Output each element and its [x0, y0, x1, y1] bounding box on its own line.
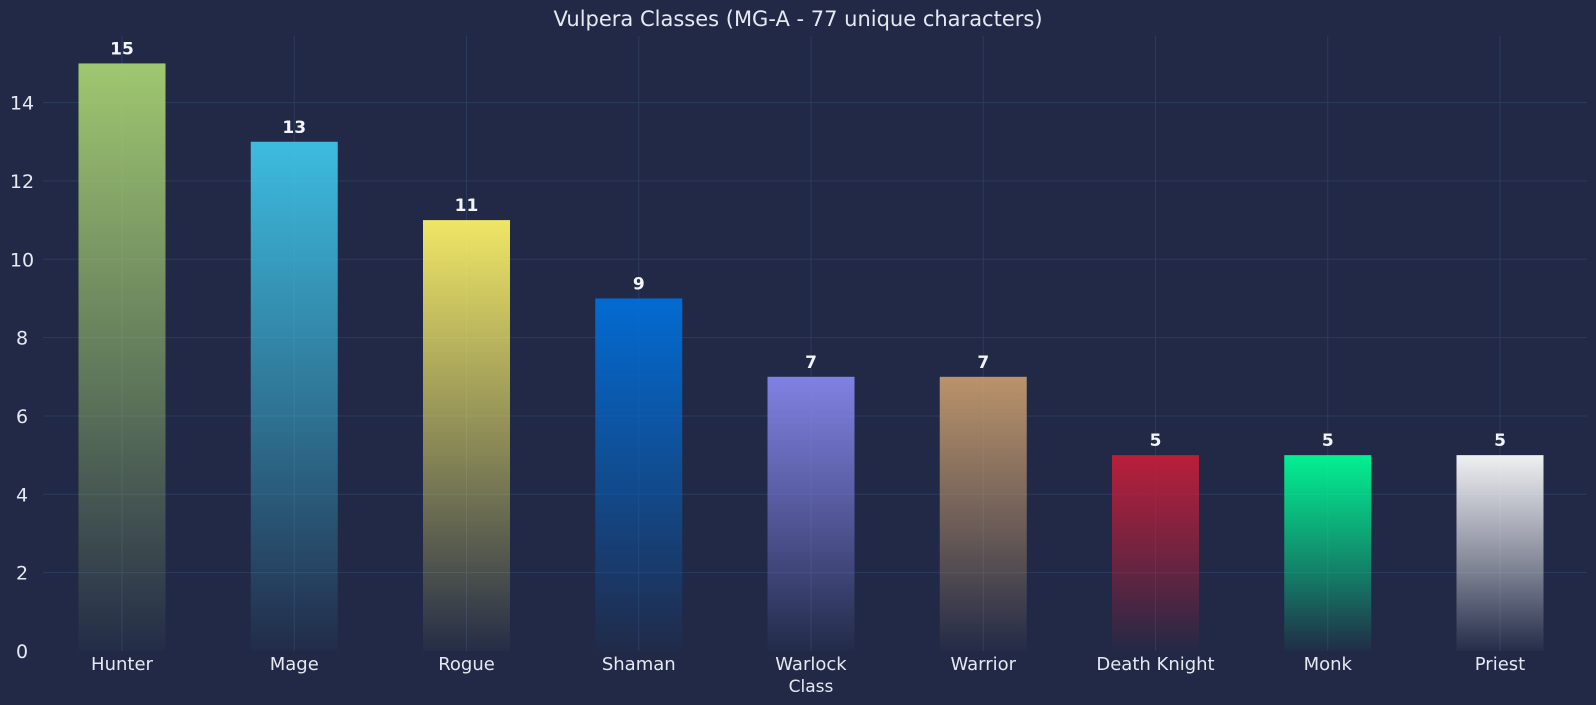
bar-priest — [1456, 455, 1544, 651]
data-label: 15 — [110, 39, 134, 59]
data-label: 7 — [977, 353, 989, 373]
x-tick-label: Mage — [270, 654, 319, 675]
x-tick-label: Warrior — [950, 654, 1016, 675]
y-tick-label: 14 — [10, 93, 34, 115]
bar-mage — [250, 141, 338, 651]
bar-rogue — [423, 220, 510, 651]
bar-shaman — [595, 298, 683, 651]
data-label: 5 — [1150, 431, 1162, 451]
y-tick-label: 0 — [16, 641, 28, 663]
bars-layer — [78, 63, 1544, 651]
x-tick-label: Death Knight — [1096, 654, 1214, 675]
x-tick-label: Shaman — [602, 654, 676, 675]
bar-death-knight — [1112, 455, 1199, 651]
data-label: 9 — [633, 274, 645, 294]
bar-warlock — [767, 376, 855, 651]
chart-title: Vulpera Classes (MG-A - 77 unique charac… — [553, 7, 1042, 31]
x-tick-label: Priest — [1475, 654, 1525, 675]
y-axis-ticks: 0 2 4 6 8 10 12 14 — [10, 93, 34, 663]
data-label: 13 — [282, 118, 306, 138]
x-tick-label: Hunter — [91, 654, 153, 675]
data-label: 11 — [455, 196, 479, 216]
y-tick-label: 10 — [10, 249, 34, 271]
x-tick-label: Rogue — [438, 654, 495, 675]
bar-warrior — [939, 376, 1027, 651]
x-axis-label: Class — [789, 677, 834, 697]
bar-monk — [1284, 455, 1372, 651]
data-label: 5 — [1322, 431, 1334, 451]
data-label: 7 — [805, 353, 817, 373]
y-tick-label: 4 — [16, 484, 28, 506]
y-tick-label: 6 — [16, 406, 28, 428]
data-label: 5 — [1494, 431, 1506, 451]
data-labels-layer: 15 13 11 9 7 7 5 5 5 — [110, 39, 1506, 451]
bar-hunter — [78, 63, 166, 651]
y-tick-label: 8 — [16, 328, 28, 350]
y-tick-label: 2 — [16, 563, 28, 585]
y-tick-label: 12 — [10, 171, 34, 193]
x-tick-label: Monk — [1304, 654, 1353, 675]
x-tick-label: Warlock — [775, 654, 847, 675]
x-axis-ticks: Hunter Mage Rogue Shaman Warlock Warrior Death… — [91, 654, 1525, 675]
